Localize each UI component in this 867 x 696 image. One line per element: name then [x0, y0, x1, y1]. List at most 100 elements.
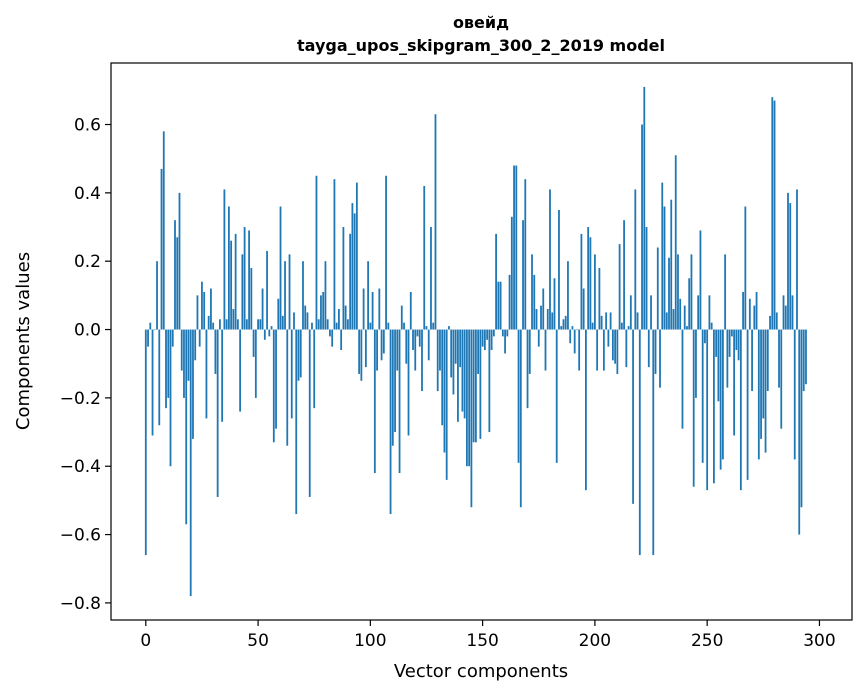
bar-211: [618, 244, 621, 330]
bar-292: [800, 329, 803, 508]
bar-246: [697, 295, 700, 330]
bar-57: [272, 329, 275, 443]
bar-227: [654, 329, 657, 374]
bar-195: [582, 288, 585, 330]
bar-116: [405, 329, 408, 364]
bar-174: [535, 309, 538, 330]
bar-164: [513, 165, 515, 330]
bar-293: [802, 329, 805, 392]
bar-146: [472, 329, 475, 443]
bar-111: [394, 329, 396, 433]
bar-13: [174, 220, 176, 330]
bar-270: [751, 329, 753, 392]
bar-100: [369, 322, 372, 330]
bar-152: [486, 329, 489, 340]
chart-title: овейд: [453, 13, 509, 32]
bar-84: [333, 179, 336, 330]
bar-256: [719, 329, 722, 470]
bar-196: [585, 329, 587, 491]
bar-171: [528, 329, 531, 374]
bar-262: [733, 329, 736, 436]
bar-71: [304, 305, 307, 330]
bar-259: [726, 329, 729, 388]
bar-81: [326, 319, 329, 330]
bar-291: [798, 329, 801, 535]
bar-214: [625, 329, 628, 368]
bar-290: [796, 189, 798, 330]
bar-18: [185, 329, 188, 525]
bar-235: [672, 309, 675, 330]
bar-242: [688, 278, 691, 330]
bar-197: [587, 227, 590, 330]
bar-96: [360, 329, 363, 381]
bar-101: [371, 291, 374, 330]
bar-210: [616, 329, 619, 374]
y-tick-label: 0.2: [74, 252, 101, 272]
bar-157: [497, 281, 500, 330]
bar-236: [674, 155, 677, 330]
bar-110: [391, 329, 394, 446]
bar-216: [629, 295, 632, 330]
bar-136: [450, 329, 453, 378]
bar-122: [418, 329, 421, 347]
bar-251: [708, 295, 711, 330]
bar-108: [387, 322, 390, 330]
bar-287: [789, 203, 792, 330]
bar-199: [591, 322, 594, 330]
bar-119: [412, 329, 414, 351]
bar-7: [160, 168, 163, 330]
bar-250: [706, 329, 709, 491]
bar-139: [457, 329, 459, 422]
bar-254: [715, 329, 718, 357]
bar-114: [400, 305, 403, 330]
bar-194: [580, 233, 583, 330]
bar-258: [724, 254, 727, 330]
bar-175: [537, 329, 540, 347]
bar-166: [517, 329, 520, 463]
bar-74: [311, 322, 313, 330]
bar-160: [504, 329, 506, 354]
bar-277: [766, 329, 769, 392]
bar-15: [178, 192, 181, 330]
bar-201: [596, 329, 599, 371]
bar-109: [389, 329, 392, 515]
bar-10: [167, 329, 170, 398]
bar-221: [641, 124, 643, 330]
bar-151: [483, 329, 486, 351]
bar-56: [270, 326, 273, 330]
bar-265: [739, 329, 742, 491]
bar-113: [398, 329, 401, 474]
y-tick-label: −0.6: [60, 526, 101, 546]
x-tick-label: 200: [579, 631, 611, 651]
bar-55: [268, 329, 271, 337]
bar-48: [252, 329, 255, 357]
bar-209: [614, 329, 617, 364]
bar-50: [257, 319, 259, 330]
bar-205: [605, 312, 608, 330]
bar-11: [169, 329, 172, 467]
bar-172: [531, 254, 533, 330]
bar-283: [780, 329, 783, 429]
bar-237: [677, 254, 679, 330]
bar-274: [760, 329, 762, 439]
bar-37: [227, 206, 230, 330]
bar-1: [147, 329, 149, 347]
bar-30: [212, 322, 215, 330]
bar-85: [335, 322, 338, 330]
bar-21: [192, 329, 194, 439]
bar-223: [645, 227, 648, 330]
bar-288: [791, 295, 794, 330]
bar-76: [315, 175, 318, 330]
bar-9: [165, 329, 167, 409]
bar-87: [340, 329, 343, 351]
bar-117: [407, 329, 410, 436]
bar-158: [499, 281, 502, 330]
bar-218: [634, 189, 637, 330]
bars-group: [144, 86, 807, 597]
bar-230: [661, 182, 664, 330]
bar-247: [699, 230, 702, 330]
bar-83: [331, 329, 334, 347]
bar-118: [409, 291, 412, 330]
bar-131: [439, 329, 441, 371]
bar-155: [492, 329, 495, 337]
